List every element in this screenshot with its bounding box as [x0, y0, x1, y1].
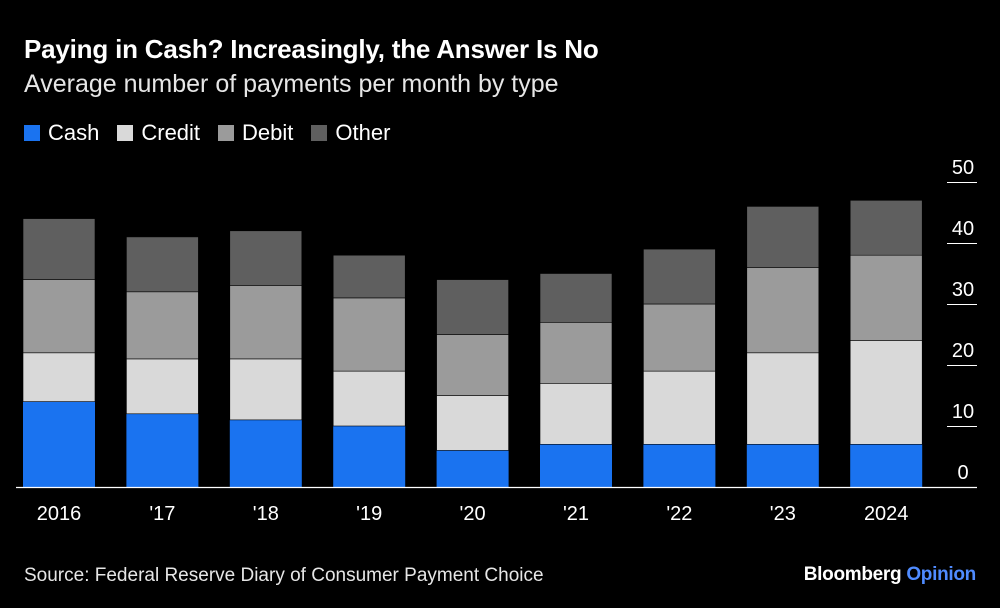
x-tick-label: '22 [666, 503, 692, 525]
bar-segment-credit-3 [332, 370, 406, 427]
bar-segment-cash-1 [126, 413, 199, 487]
y-tick-label: 0 [957, 462, 968, 484]
x-tick-label: '18 [253, 503, 279, 525]
x-tick-label: '23 [770, 503, 796, 525]
legend-label-other: Other [335, 120, 391, 145]
legend-item-credit: Credit [117, 120, 200, 146]
bar-segment-cash-7 [746, 444, 819, 487]
bar-segment-other-2 [229, 230, 303, 287]
y-tick-label: 50 [952, 157, 974, 179]
x-tick-label: '17 [149, 503, 175, 525]
bar-segment-other-0 [22, 218, 96, 280]
bar-segment-credit-6 [643, 370, 716, 445]
bar-segment-cash-8 [850, 444, 923, 487]
bar-segment-cash-6 [643, 444, 716, 487]
legend-label-credit: Credit [141, 120, 201, 145]
y-tick-label: 10 [952, 401, 974, 423]
legend-label-cash: Cash [48, 120, 100, 145]
bar-segment-other-6 [643, 248, 716, 305]
bar-segment-credit-7 [746, 352, 820, 445]
legend-item-debit: Debit [218, 120, 293, 146]
legend-swatch-other [311, 125, 328, 141]
bar-segment-other-4 [436, 279, 509, 335]
y-tick-label: 20 [952, 340, 974, 362]
bar-segment-cash-5 [540, 444, 612, 487]
legend-swatch-cash [24, 125, 40, 141]
bar-segment-other-5 [539, 273, 613, 323]
bar-segment-credit-5 [539, 382, 613, 445]
chart-subtitle: Average number of payments per month by … [24, 70, 559, 98]
legend-swatch-debit [218, 125, 235, 141]
source-note: Source: Federal Reserve Diary of Consume… [24, 565, 544, 586]
bar-segment-debit-7 [746, 267, 820, 354]
bar-segment-debit-8 [849, 254, 923, 341]
bar-segment-credit-4 [436, 395, 509, 451]
y-tick-label: 40 [952, 218, 974, 240]
bar-segment-debit-3 [332, 297, 406, 372]
bar-segment-credit-1 [126, 358, 199, 415]
bar-segment-cash-0 [23, 401, 95, 487]
y-tick-label: 30 [952, 279, 974, 301]
legend-item-cash: Cash [24, 120, 99, 146]
bar-segment-debit-4 [436, 334, 509, 396]
x-tick-label: '21 [563, 503, 589, 525]
bar-segment-other-1 [126, 236, 199, 293]
bar-segment-debit-1 [126, 291, 199, 360]
bar-segment-debit-0 [22, 279, 96, 354]
bar-segment-debit-2 [229, 285, 303, 360]
legend-swatch-credit [117, 125, 134, 141]
bar-segment-cash-4 [436, 450, 509, 487]
bar-segment-other-3 [332, 254, 406, 299]
bar-segment-credit-2 [229, 358, 303, 421]
legend: Cash Credit Debit Other [24, 120, 408, 146]
legend-label-debit: Debit [242, 120, 294, 145]
brand-logo: Bloomberg Opinion [803, 564, 977, 586]
bar-segment-cash-3 [333, 426, 406, 487]
x-tick-label: 2016 [37, 503, 82, 525]
legend-item-other: Other [311, 120, 390, 146]
brand-name: Bloomberg [803, 564, 902, 585]
bar-segment-debit-5 [539, 321, 613, 384]
bar-segment-debit-6 [643, 303, 716, 372]
x-tick-label: '20 [460, 503, 486, 525]
chart-title: Paying in Cash? Increasingly, the Answer… [24, 34, 599, 64]
bar-segment-cash-2 [229, 419, 302, 487]
bar-segment-credit-8 [849, 340, 923, 445]
brand-suffix: Opinion [906, 564, 976, 585]
bar-segment-other-7 [746, 206, 820, 268]
x-tick-label: '19 [356, 503, 382, 525]
x-tick-label: 2024 [864, 503, 909, 525]
bar-segment-credit-0 [22, 352, 96, 402]
bar-segment-other-8 [849, 200, 923, 256]
